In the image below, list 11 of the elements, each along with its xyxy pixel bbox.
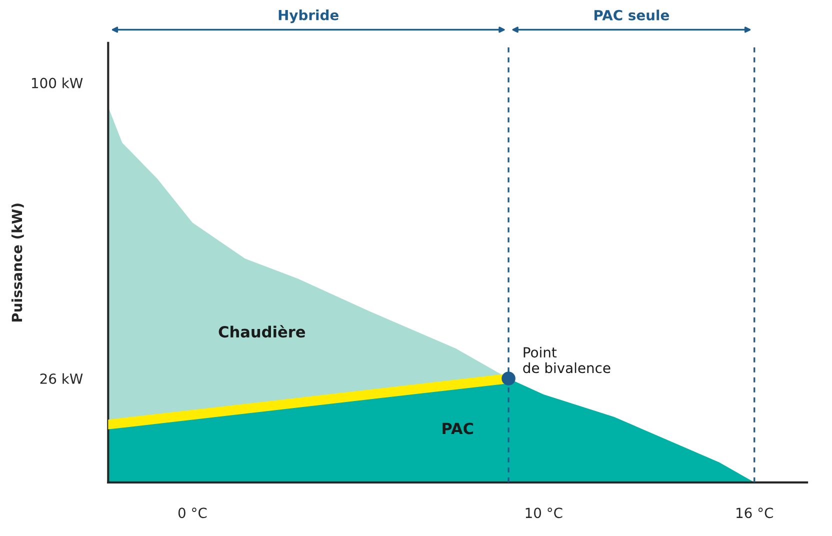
- ref-line-label: Hybride: [278, 10, 338, 24]
- series-label: Chaudière: [218, 325, 306, 338]
- x-tick-label: 10 °C: [526, 508, 562, 518]
- y-axis-title: Puissance (kW): [11, 204, 24, 322]
- x-tick-label: 0 °C: [178, 508, 207, 518]
- y-tick-label: 26 kW: [40, 373, 83, 384]
- y-tick-label: 100 kW: [32, 78, 83, 88]
- x-tick-label: 16 °C: [736, 508, 773, 518]
- series-label: PAC: [442, 422, 474, 434]
- ref-line-label: PAC seule: [594, 10, 669, 20]
- annotation: Point de bivalence: [523, 346, 610, 374]
